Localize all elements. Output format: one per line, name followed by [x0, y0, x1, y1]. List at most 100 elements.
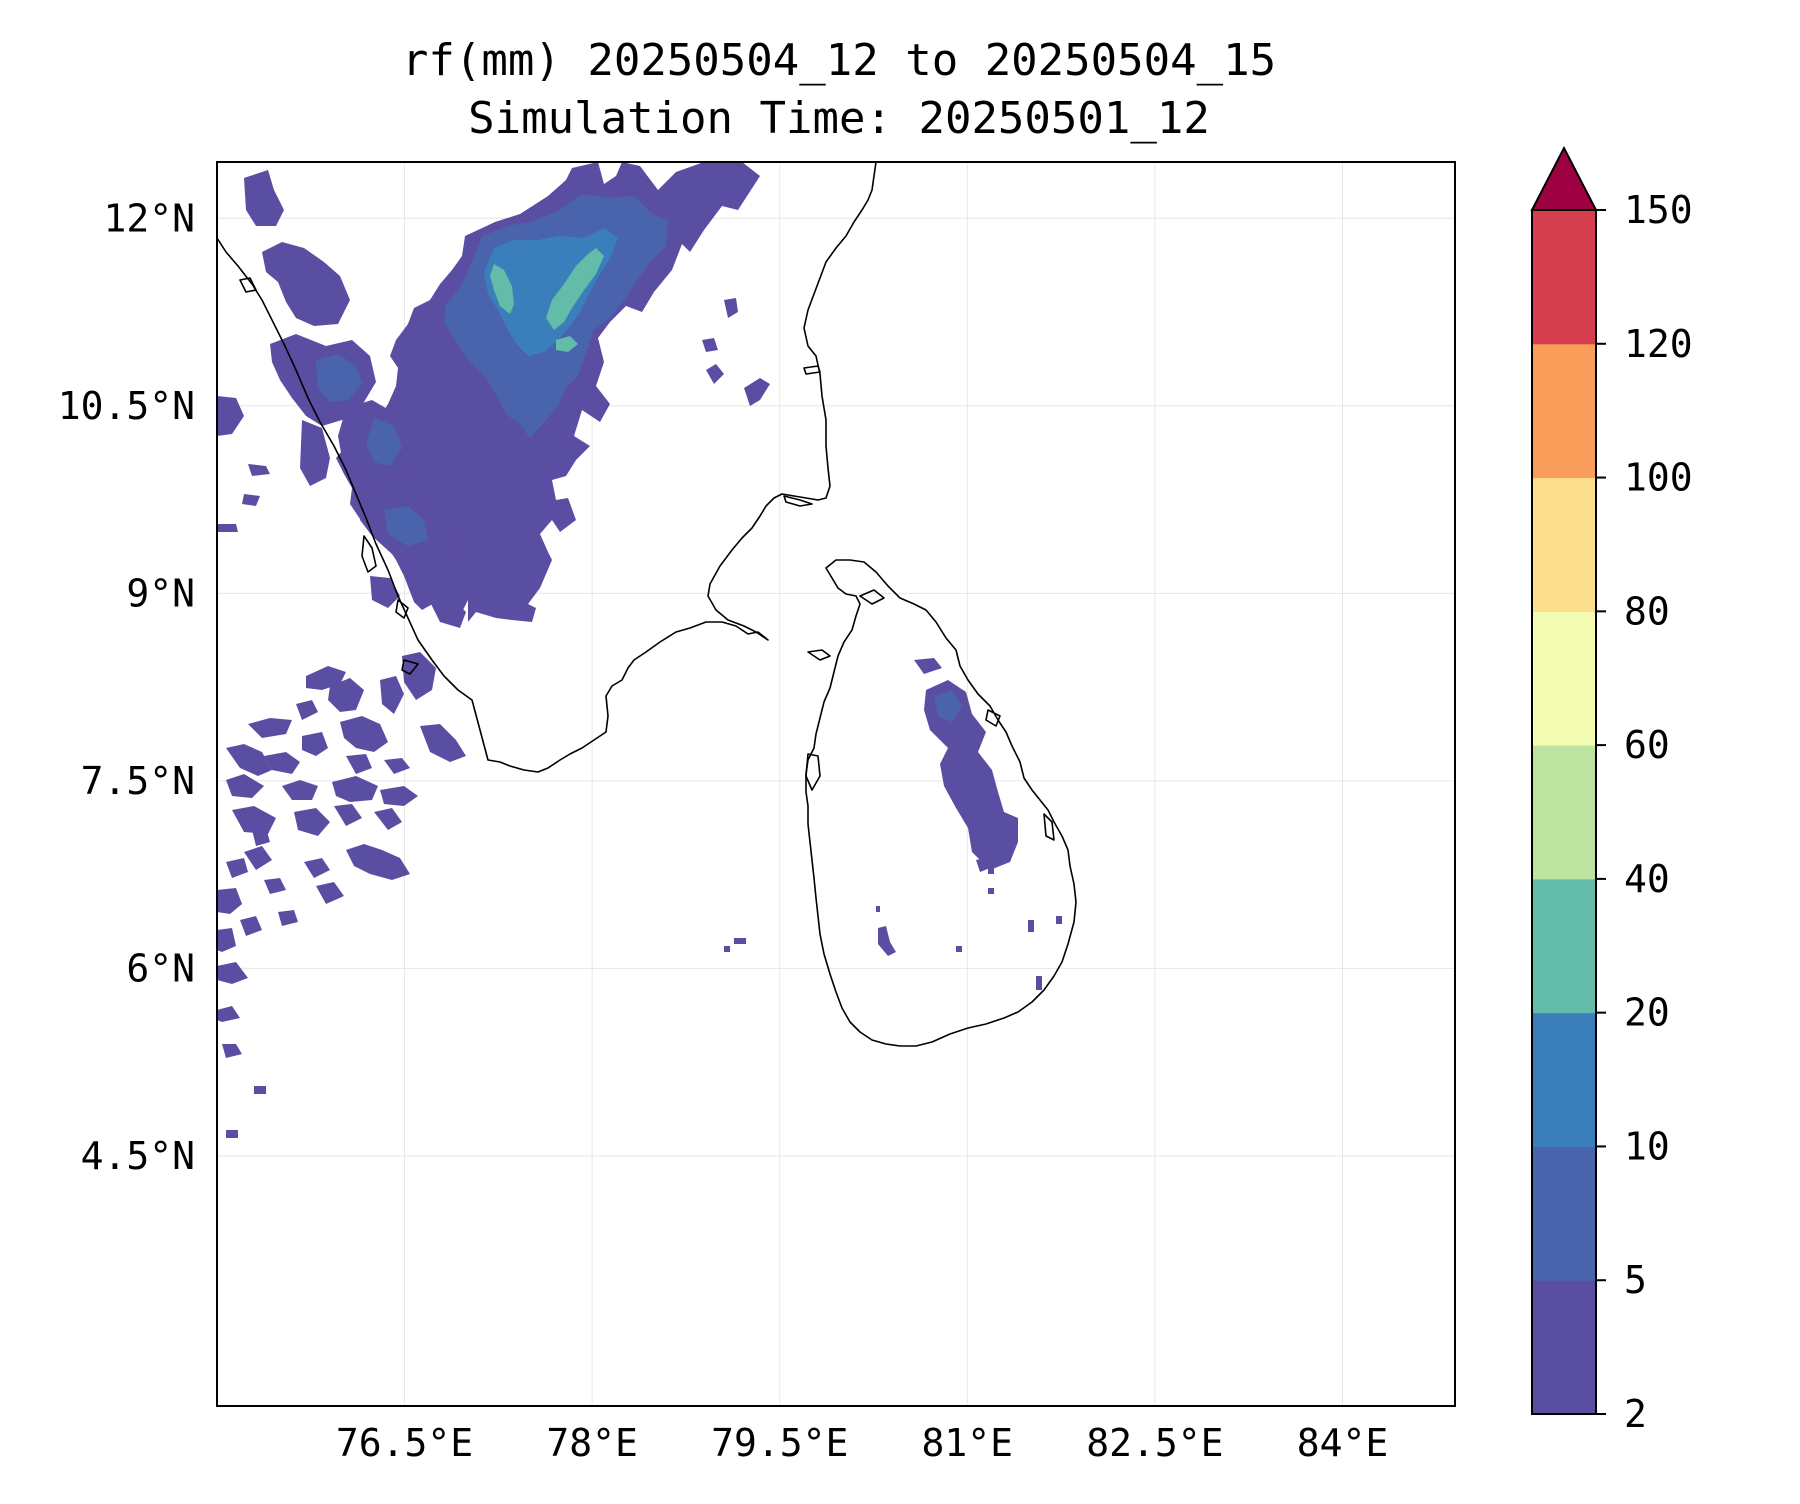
rain-area-sea-t — [374, 808, 402, 830]
x-tick-label: 81°E — [922, 1421, 1014, 1465]
rain-area-sl-east-core — [934, 690, 962, 722]
rain-area-sea-o — [332, 776, 378, 802]
x-tick-label: 84°E — [1297, 1421, 1389, 1465]
rain-area-sea-v — [244, 846, 272, 870]
rain-area-sl-dot-3 — [988, 888, 994, 894]
colorbar-segment — [1532, 878, 1596, 1014]
y-tick-label: 9°N — [126, 571, 195, 615]
sri-lanka-detail-jaffna — [859, 589, 885, 605]
x-tick-label: 78°E — [546, 1421, 638, 1465]
rain-area-sea-ae — [217, 928, 236, 952]
rain-area-sea-k — [346, 754, 372, 774]
mannar-island — [807, 649, 831, 661]
rain-area-sl-dot-1 — [976, 858, 990, 872]
colorbar-tick-label: 20 — [1624, 991, 1670, 1035]
plot-title-line-1: rf(mm) 20250504_12 to 20250504_15 — [401, 35, 1277, 86]
x-tick-label: 82.5°E — [1086, 1421, 1223, 1465]
rain-area-offshore-1 — [248, 464, 270, 476]
y-axis-tick-labels: 12°N 10.5°N 9°N 7.5°N 6°N 4.5°N — [58, 196, 195, 1178]
rain-area-sea-aa — [316, 882, 344, 904]
rain-area-sea-ac — [240, 916, 262, 936]
kerala-backwater-2 — [395, 599, 409, 619]
rain-area-core-20-40mm-a — [490, 264, 514, 314]
rain-area-sea-p — [380, 786, 418, 806]
rain-area-east-small-2 — [744, 378, 770, 406]
map-frame — [216, 161, 1456, 1407]
colorbar-segment — [1532, 611, 1596, 746]
rain-area-sea-y — [346, 844, 410, 880]
colorbar-extend-arrow — [1530, 145, 1598, 211]
rain-area-coorg-core — [316, 354, 362, 402]
rain-area-sea-e — [248, 718, 292, 738]
rain-area-kerala-south — [370, 576, 400, 608]
rain-area-sea-ai — [254, 1086, 266, 1094]
rain-area-sea-d — [296, 700, 318, 720]
y-tick-label: 6°N — [126, 946, 195, 990]
rain-area-sea-g — [420, 724, 466, 762]
colorbar-segment — [1532, 477, 1596, 612]
rain-area-east-small-4 — [724, 298, 738, 318]
rain-area-sea-r — [232, 806, 276, 834]
rain-area-sl-dot-2 — [988, 868, 994, 874]
sri-lanka-east-lagoon — [1043, 813, 1055, 841]
karnataka-coast-detail — [239, 277, 257, 293]
colorbar-outline — [1531, 209, 1597, 1415]
kerala-backwater-3 — [401, 659, 419, 675]
rain-area-sl-dot-11 — [956, 946, 962, 952]
rain-area-east-small-3 — [702, 338, 718, 352]
x-tick-label: 76.5°E — [336, 1421, 473, 1465]
rain-area-nw-coast — [244, 170, 284, 226]
y-tick-label: 7.5°N — [81, 759, 195, 803]
colorbar-tick-label: 60 — [1624, 723, 1670, 767]
rain-area-sea-b — [328, 678, 364, 712]
rain-area-offshore-2 — [242, 494, 260, 506]
rain-area-sea-ad — [278, 910, 298, 926]
rain-area-mangalore — [262, 242, 350, 326]
y-tick-label: 12°N — [103, 196, 195, 240]
colorbar-segment — [1532, 1146, 1596, 1281]
rain-area-sea-m — [226, 774, 264, 798]
rain-area-sea-ag — [217, 1006, 240, 1022]
rain-area-sea-w — [226, 858, 248, 878]
sri-lanka-coastline — [805, 559, 1077, 1047]
rain-area-sl-dot-7 — [1056, 916, 1062, 924]
y-tick-label: 4.5°N — [81, 1134, 195, 1178]
rain-area-sea-s — [294, 808, 330, 836]
india-coast-detail-1 — [783, 495, 813, 507]
rain-area-sea-x — [304, 858, 330, 878]
rain-area-sl-dot-12 — [984, 852, 990, 858]
rain-area-sea-q — [334, 804, 362, 826]
rain-area-offshore-nw — [217, 396, 244, 436]
sri-lanka-puttalam-lagoon — [805, 753, 821, 791]
rain-area-sea-c — [380, 676, 404, 714]
rain-area-sl-dot-5 — [876, 906, 880, 912]
colorbar-tick-label: 100 — [1624, 456, 1693, 500]
plot-title-line-2: Simulation Time: 20250501_12 — [468, 93, 1210, 144]
india-coast-detail-2 — [803, 365, 821, 375]
colorbar-tick-label: 80 — [1624, 589, 1670, 633]
rain-area-offshore-3 — [217, 524, 238, 532]
rain-area-sl-dot-9 — [734, 938, 746, 944]
rain-area-sea-j — [264, 752, 300, 774]
colorbar-segment — [1532, 1280, 1596, 1415]
rain-area-core-20-40mm-b — [546, 248, 604, 330]
rain-area-kerala-north — [300, 420, 330, 486]
rain-area-sl-dot-6 — [1028, 920, 1034, 932]
rain-area-sl-dot-10 — [724, 946, 730, 952]
y-tick-label: 10.5°N — [58, 384, 195, 428]
rain-area-sl-dot-4 — [878, 926, 896, 956]
rain-area-sea-ab — [217, 888, 242, 914]
rain-area-core-20-40mm-c — [556, 336, 578, 352]
x-tick-label: 79.5°E — [711, 1421, 848, 1465]
colorbar-segment — [1532, 210, 1596, 345]
colorbar-tick-label: 150 — [1624, 188, 1693, 232]
rain-area-sea-i — [226, 744, 272, 776]
colorbar-tick-label: 10 — [1624, 1124, 1670, 1168]
rainfall-layer — [217, 162, 1062, 1138]
colorbar-tick-label: 40 — [1624, 857, 1670, 901]
colorbar: 2 5 10 20 40 60 80 100 120 150 — [1530, 145, 1693, 1436]
rain-area-kerala-south-2 — [426, 592, 466, 628]
rain-area-sea-f — [340, 716, 388, 752]
rain-area-sea-ah — [222, 1044, 242, 1058]
